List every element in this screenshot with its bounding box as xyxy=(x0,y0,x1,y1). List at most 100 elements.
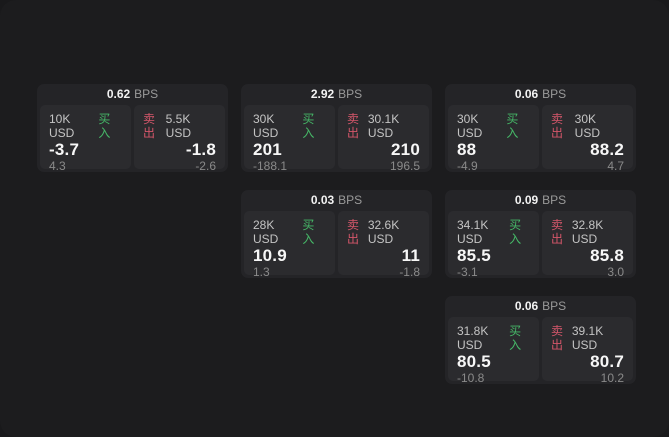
spread-header: 2.92 BPS xyxy=(244,84,429,105)
buy-action-label: 买入 xyxy=(98,112,111,140)
sell-action-label: 卖出 xyxy=(551,218,564,246)
quote-panels: 31.8K USD 买入 80.5 -10.8 卖出 39.1K USD 80.… xyxy=(448,317,633,385)
buy-tile[interactable]: 10K USD 买入 -3.7 4.3 xyxy=(40,105,131,173)
sell-size-label: 30.1K USD xyxy=(367,112,400,140)
sell-tile[interactable]: 卖出 39.1K USD 80.7 10.2 xyxy=(542,317,633,385)
spread-unit-label: BPS xyxy=(338,87,363,101)
spread-value: 0.03 xyxy=(310,193,335,207)
buy-action-label: 买入 xyxy=(509,218,522,246)
sell-tile-top-row: 卖出 39.1K USD xyxy=(551,324,624,352)
buy-price: 80.5 xyxy=(457,352,491,371)
buy-tile-top-row: 10K USD 买入 xyxy=(49,112,122,140)
sell-price: -1.8 xyxy=(185,140,216,159)
quote-card: 0.09 BPS 34.1K USD 买入 85.5 -3.1 卖出 32.8K… xyxy=(445,190,636,279)
sell-size-label: 30K USD xyxy=(574,112,601,140)
buy-action-label: 买入 xyxy=(509,324,522,352)
buy-change: -188.1 xyxy=(253,159,288,173)
sell-tile[interactable]: 卖出 30.1K USD 210 196.5 xyxy=(338,105,429,173)
buy-tile-top-row: 31.8K USD 买入 xyxy=(457,324,530,352)
sell-tile-top-row: 卖出 32.8K USD xyxy=(551,218,624,246)
spread-unit-label: BPS xyxy=(134,87,159,101)
sell-tile-top-row: 卖出 32.6K USD xyxy=(347,218,420,246)
sell-price: 80.7 xyxy=(590,352,624,371)
quote-card: 2.92 BPS 30K USD 买入 201 -188.1 卖出 30.1K … xyxy=(241,84,432,173)
buy-change: -10.8 xyxy=(457,371,485,385)
buy-tile[interactable]: 28K USD 买入 10.9 1.3 xyxy=(244,211,335,279)
spread-header: 0.03 BPS xyxy=(244,190,429,211)
sell-change: -2.6 xyxy=(195,159,216,173)
quote-panels: 30K USD 买入 201 -188.1 卖出 30.1K USD 210 1… xyxy=(244,105,429,173)
spread-unit-label: BPS xyxy=(542,193,567,207)
buy-size-label: 31.8K USD xyxy=(457,324,489,352)
spread-unit-label: BPS xyxy=(542,87,567,101)
sell-tile[interactable]: 卖出 32.6K USD 11 -1.8 xyxy=(338,211,429,279)
buy-tile[interactable]: 34.1K USD 买入 85.5 -3.1 xyxy=(448,211,539,279)
sell-tile-top-row: 卖出 5.5K USD xyxy=(143,112,216,140)
quote-panels: 10K USD 买入 -3.7 4.3 卖出 5.5K USD -1.8 -2.… xyxy=(40,105,225,173)
sell-change: 3.0 xyxy=(607,265,624,279)
sell-change: 4.7 xyxy=(607,159,624,173)
quote-panels: 28K USD 买入 10.9 1.3 卖出 32.6K USD 11 -1.8 xyxy=(244,211,429,279)
quote-panels: 34.1K USD 买入 85.5 -3.1 卖出 32.8K USD 85.8… xyxy=(448,211,633,279)
buy-size-label: 30K USD xyxy=(253,112,279,140)
spread-header: 0.62 BPS xyxy=(40,84,225,105)
spread-value: 0.06 xyxy=(514,299,539,313)
sell-change: 196.5 xyxy=(389,159,420,173)
sell-price: 85.8 xyxy=(590,246,624,265)
buy-tile[interactable]: 30K USD 买入 201 -188.1 xyxy=(244,105,335,173)
sell-action-label: 卖出 xyxy=(551,324,564,352)
buy-change: 1.3 xyxy=(253,265,270,279)
buy-size-label: 10K USD xyxy=(49,112,75,140)
buy-price: 10.9 xyxy=(253,246,287,265)
spread-unit-label: BPS xyxy=(338,193,363,207)
sell-price: 88.2 xyxy=(590,140,624,159)
buy-change: -3.1 xyxy=(457,265,478,279)
sell-size-label: 39.1K USD xyxy=(571,324,604,352)
sell-tile[interactable]: 卖出 30K USD 88.2 4.7 xyxy=(542,105,633,173)
sell-price: 11 xyxy=(401,246,420,265)
spread-value: 0.09 xyxy=(514,193,539,207)
sell-tile[interactable]: 卖出 5.5K USD -1.8 -2.6 xyxy=(134,105,225,173)
sell-action-label: 卖出 xyxy=(347,218,360,246)
sell-tile[interactable]: 卖出 32.8K USD 85.8 3.0 xyxy=(542,211,633,279)
buy-tile-top-row: 30K USD 买入 xyxy=(457,112,530,140)
sell-action-label: 卖出 xyxy=(551,112,564,140)
buy-action-label: 买入 xyxy=(302,112,315,140)
spread-unit-label: BPS xyxy=(542,299,567,313)
quote-cards-grid: 0.62 BPS 10K USD 买入 -3.7 4.3 卖出 5.5K USD xyxy=(37,84,636,385)
buy-change: 4.3 xyxy=(49,159,66,173)
buy-size-label: 34.1K USD xyxy=(457,218,489,246)
quote-panels: 30K USD 买入 88 -4.9 卖出 30K USD 88.2 4.7 xyxy=(448,105,633,173)
buy-tile-top-row: 28K USD 买入 xyxy=(253,218,326,246)
buy-size-label: 30K USD xyxy=(457,112,483,140)
spread-value: 0.06 xyxy=(514,87,539,101)
sell-price: 210 xyxy=(391,140,420,159)
sell-action-label: 卖出 xyxy=(143,112,156,140)
spread-header: 0.09 BPS xyxy=(448,190,633,211)
buy-tile[interactable]: 30K USD 买入 88 -4.9 xyxy=(448,105,539,173)
buy-price: 85.5 xyxy=(457,246,491,265)
sell-tile-top-row: 卖出 30K USD xyxy=(551,112,624,140)
spread-header: 0.06 BPS xyxy=(448,84,633,105)
sell-size-label: 32.6K USD xyxy=(367,218,400,246)
spread-value: 2.92 xyxy=(310,87,335,101)
buy-price: -3.7 xyxy=(49,140,80,159)
buy-action-label: 买入 xyxy=(506,112,519,140)
sell-change: -1.8 xyxy=(399,265,420,279)
buy-change: -4.9 xyxy=(457,159,478,173)
buy-tile[interactable]: 31.8K USD 买入 80.5 -10.8 xyxy=(448,317,539,385)
sell-action-label: 卖出 xyxy=(347,112,360,140)
sell-size-label: 5.5K USD xyxy=(165,112,191,140)
quote-card: 0.03 BPS 28K USD 买入 10.9 1.3 卖出 32.6K US… xyxy=(241,190,432,279)
sell-size-label: 32.8K USD xyxy=(571,218,604,246)
buy-action-label: 买入 xyxy=(302,218,315,246)
buy-price: 201 xyxy=(253,140,282,159)
quote-card: 0.62 BPS 10K USD 买入 -3.7 4.3 卖出 5.5K USD xyxy=(37,84,228,173)
sell-tile-top-row: 卖出 30.1K USD xyxy=(347,112,420,140)
quote-card: 0.06 BPS 30K USD 买入 88 -4.9 卖出 30K USD xyxy=(445,84,636,173)
buy-price: 88 xyxy=(457,140,477,159)
buy-tile-top-row: 34.1K USD 买入 xyxy=(457,218,530,246)
quote-card: 0.06 BPS 31.8K USD 买入 80.5 -10.8 卖出 39.1… xyxy=(445,296,636,385)
